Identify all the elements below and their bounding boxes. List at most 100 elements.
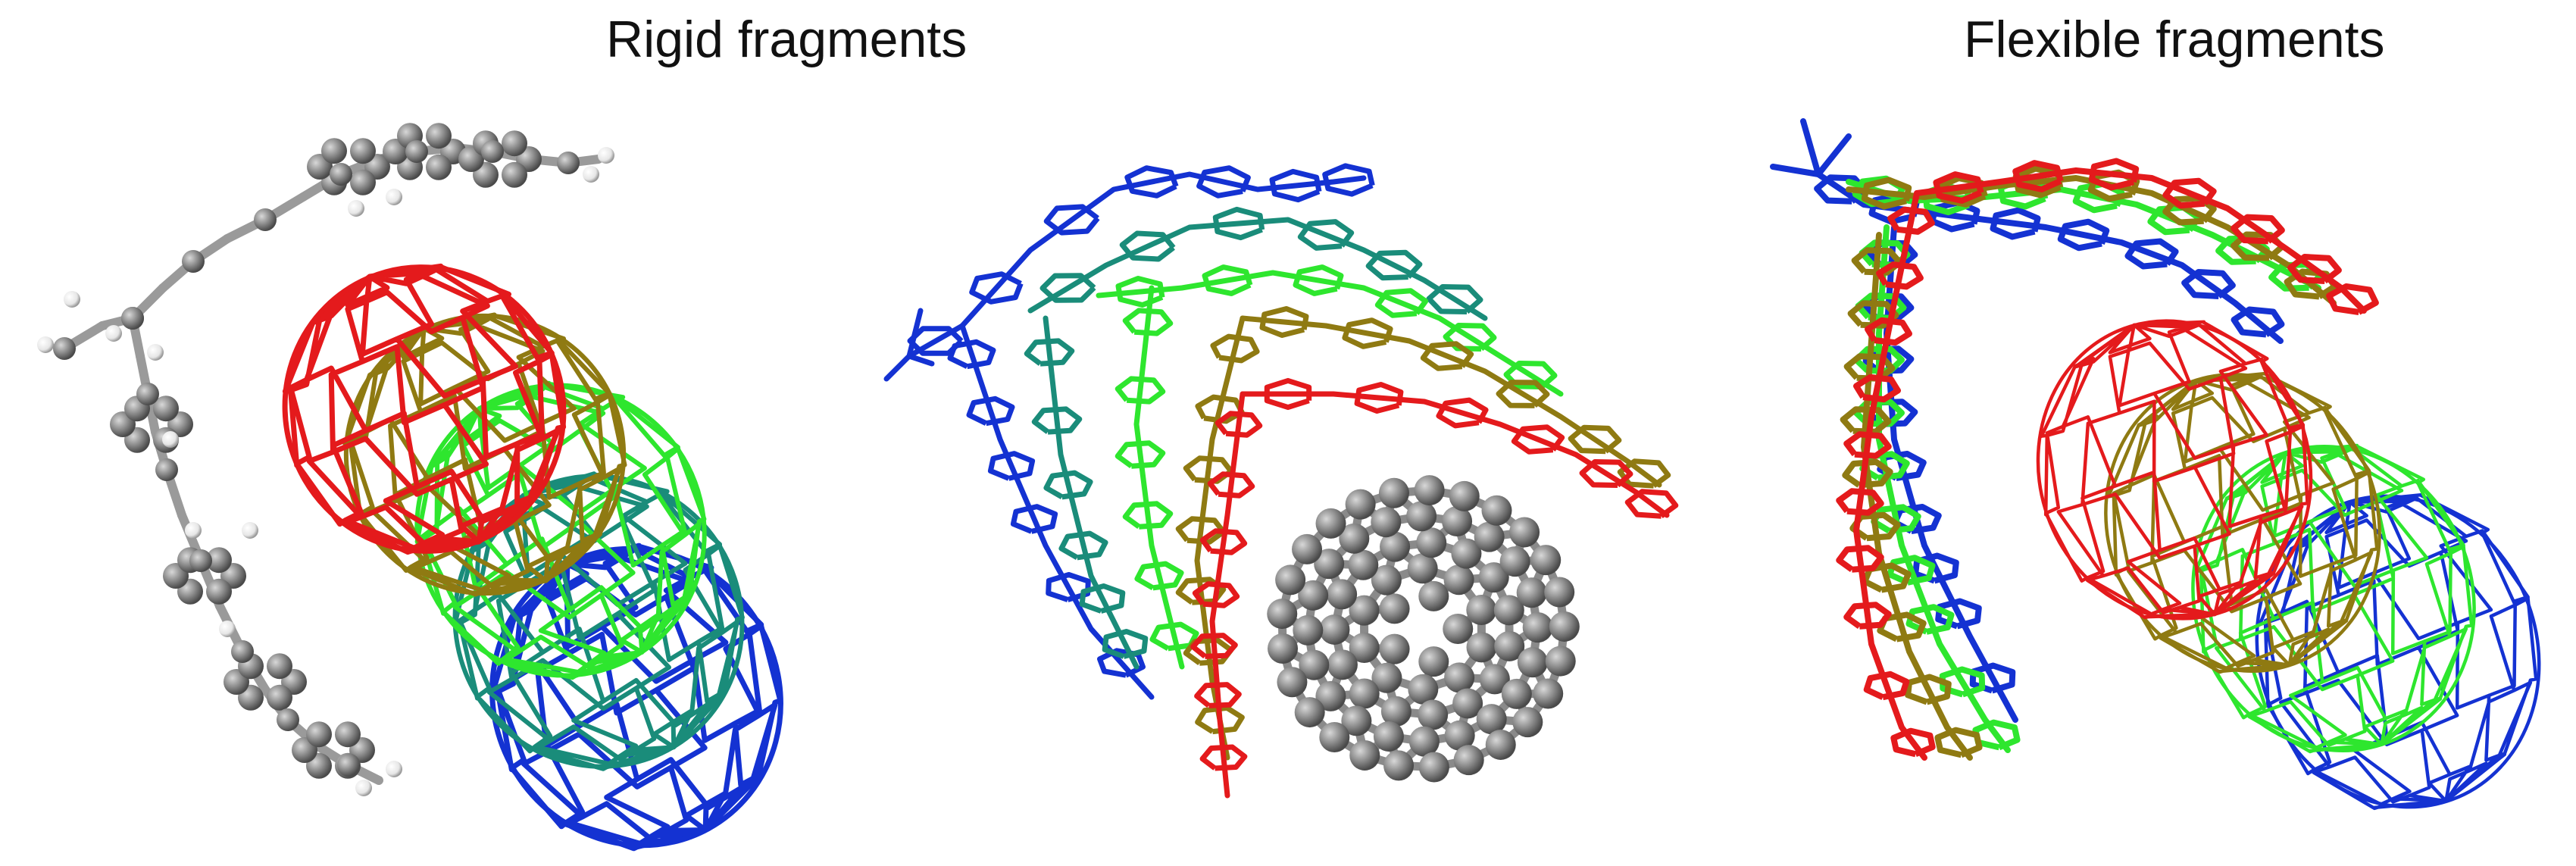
cage-outline: [282, 264, 567, 554]
carbon-atom: [1349, 678, 1380, 709]
aromatic-ring: [1114, 440, 1166, 469]
aromatic-ring: [1842, 458, 1893, 489]
hydrogen-atom: [583, 166, 599, 183]
backbone: [1853, 190, 1927, 761]
carbon-atom: [153, 395, 179, 422]
carbon-atom: [206, 578, 232, 605]
aromatic-ring: [1890, 727, 1936, 758]
aromatic-ring: [1297, 219, 1355, 251]
carbon-atom: [321, 138, 347, 164]
aromatic-ring: [907, 326, 964, 356]
aromatic-ring: [1199, 528, 1248, 555]
carbon-atom: [1494, 630, 1525, 661]
aromatic-ring: [1259, 306, 1309, 338]
aromatic-ring: [1624, 489, 1679, 519]
aromatic-ring: [1933, 171, 1984, 204]
conformer-blue: [883, 163, 1375, 700]
hydrogen-atom: [386, 189, 402, 205]
carbon-atom: [557, 152, 580, 174]
aromatic-ring: [1122, 501, 1174, 530]
flexible-fragments-title: Flexible fragments: [1964, 11, 2385, 68]
aromatic-ring: [1293, 264, 1344, 296]
carbon-atom: [1379, 633, 1410, 664]
aromatic-ring: [1134, 561, 1184, 591]
aromatic-ring: [1496, 380, 1550, 408]
carbon-atom: [502, 161, 527, 188]
carbon-atom: [1380, 531, 1411, 562]
cage-outline: [2104, 372, 2381, 674]
carbon-atom: [1339, 523, 1370, 554]
aromatic-ring: [1836, 488, 1884, 516]
carbon-atom: [1268, 633, 1299, 664]
carbon-atom: [136, 383, 159, 405]
aromatic-ring: [1183, 637, 1234, 666]
carbon-atom: [1452, 688, 1483, 719]
carbon-atom: [1299, 649, 1330, 680]
carbon-atom: [1349, 739, 1380, 771]
aromatic-ring: [987, 451, 1036, 481]
fullerene-cage-red: [282, 263, 567, 555]
aromatic-ring: [1840, 406, 1892, 435]
aromatic-ring: [1354, 382, 1404, 414]
carbon-atom: [1371, 507, 1402, 538]
carbon-atom: [1371, 564, 1402, 596]
carbon-atom: [1315, 508, 1346, 539]
carbon-atom: [1545, 646, 1576, 677]
carbon-atom: [1516, 577, 1547, 608]
flexible-cage-red: [2036, 319, 2313, 621]
backbone: [906, 171, 1367, 359]
carbon-atom: [1292, 533, 1323, 564]
aromatic-ring: [1046, 572, 1091, 602]
aromatic-ring: [1322, 163, 1375, 197]
aromatic-ring: [1887, 555, 1936, 586]
carbon-atom: [1327, 579, 1358, 610]
carbon-atom: [1371, 662, 1402, 693]
aromatic-ring: [1115, 276, 1165, 308]
aromatic-ring: [1124, 165, 1179, 199]
rigid-fragments-title: Rigid fragments: [606, 11, 968, 68]
carbon-atom: [1451, 538, 1482, 569]
aromatic-ring: [1010, 504, 1058, 534]
aromatic-ring: [1843, 431, 1892, 459]
carbon-atom: [1327, 649, 1358, 680]
carbon-atom: [277, 708, 299, 731]
aromatic-ring: [2162, 177, 2217, 209]
aromatic-ring: [2181, 269, 2236, 299]
carbon-atom: [1442, 506, 1473, 537]
aromatic-ring: [1024, 338, 1075, 367]
aromatic-ring: [1935, 598, 1982, 630]
carbon-atom: [1517, 647, 1548, 678]
carbon-atom: [1522, 612, 1553, 643]
carbon-atom: [1530, 545, 1562, 576]
carbon-atom: [502, 130, 527, 157]
aromatic-ring: [1990, 207, 2041, 240]
carbon-atom: [1449, 480, 1480, 511]
aromatic-ring: [947, 339, 996, 370]
carbon-atom: [1275, 564, 1306, 596]
carbon-atom: [1478, 562, 1509, 593]
aromatic-ring: [1865, 317, 1912, 346]
aromatic-ring: [1374, 288, 1429, 318]
aromatic-ring: [1269, 168, 1322, 203]
cage-edges: [489, 542, 783, 852]
carbon-atom: [1509, 517, 1540, 548]
carbon-atom: [1408, 726, 1440, 757]
aromatic-ring: [1102, 629, 1149, 659]
aromatic-ring: [1264, 377, 1312, 411]
aromatic-ring: [1119, 230, 1176, 262]
aromatic-ring: [1079, 583, 1126, 614]
aromatic-ring: [1195, 394, 1245, 424]
aromatic-ring: [1426, 284, 1483, 314]
aromatic-ring: [1210, 333, 1260, 364]
hydrogen-atom: [355, 780, 372, 796]
ball-and-stick-molecule: [37, 123, 614, 796]
aromatic-ring: [1436, 397, 1489, 429]
carbon-atom: [1444, 720, 1475, 751]
cage-outline: [2191, 445, 2476, 752]
carbon-atom: [1418, 699, 1449, 730]
carbon-atom: [350, 169, 376, 195]
carbon-atom: [1406, 501, 1437, 532]
hydrogen-atom: [242, 522, 258, 539]
aromatic-ring: [1202, 264, 1253, 296]
conformer-teal: [1024, 206, 1488, 670]
